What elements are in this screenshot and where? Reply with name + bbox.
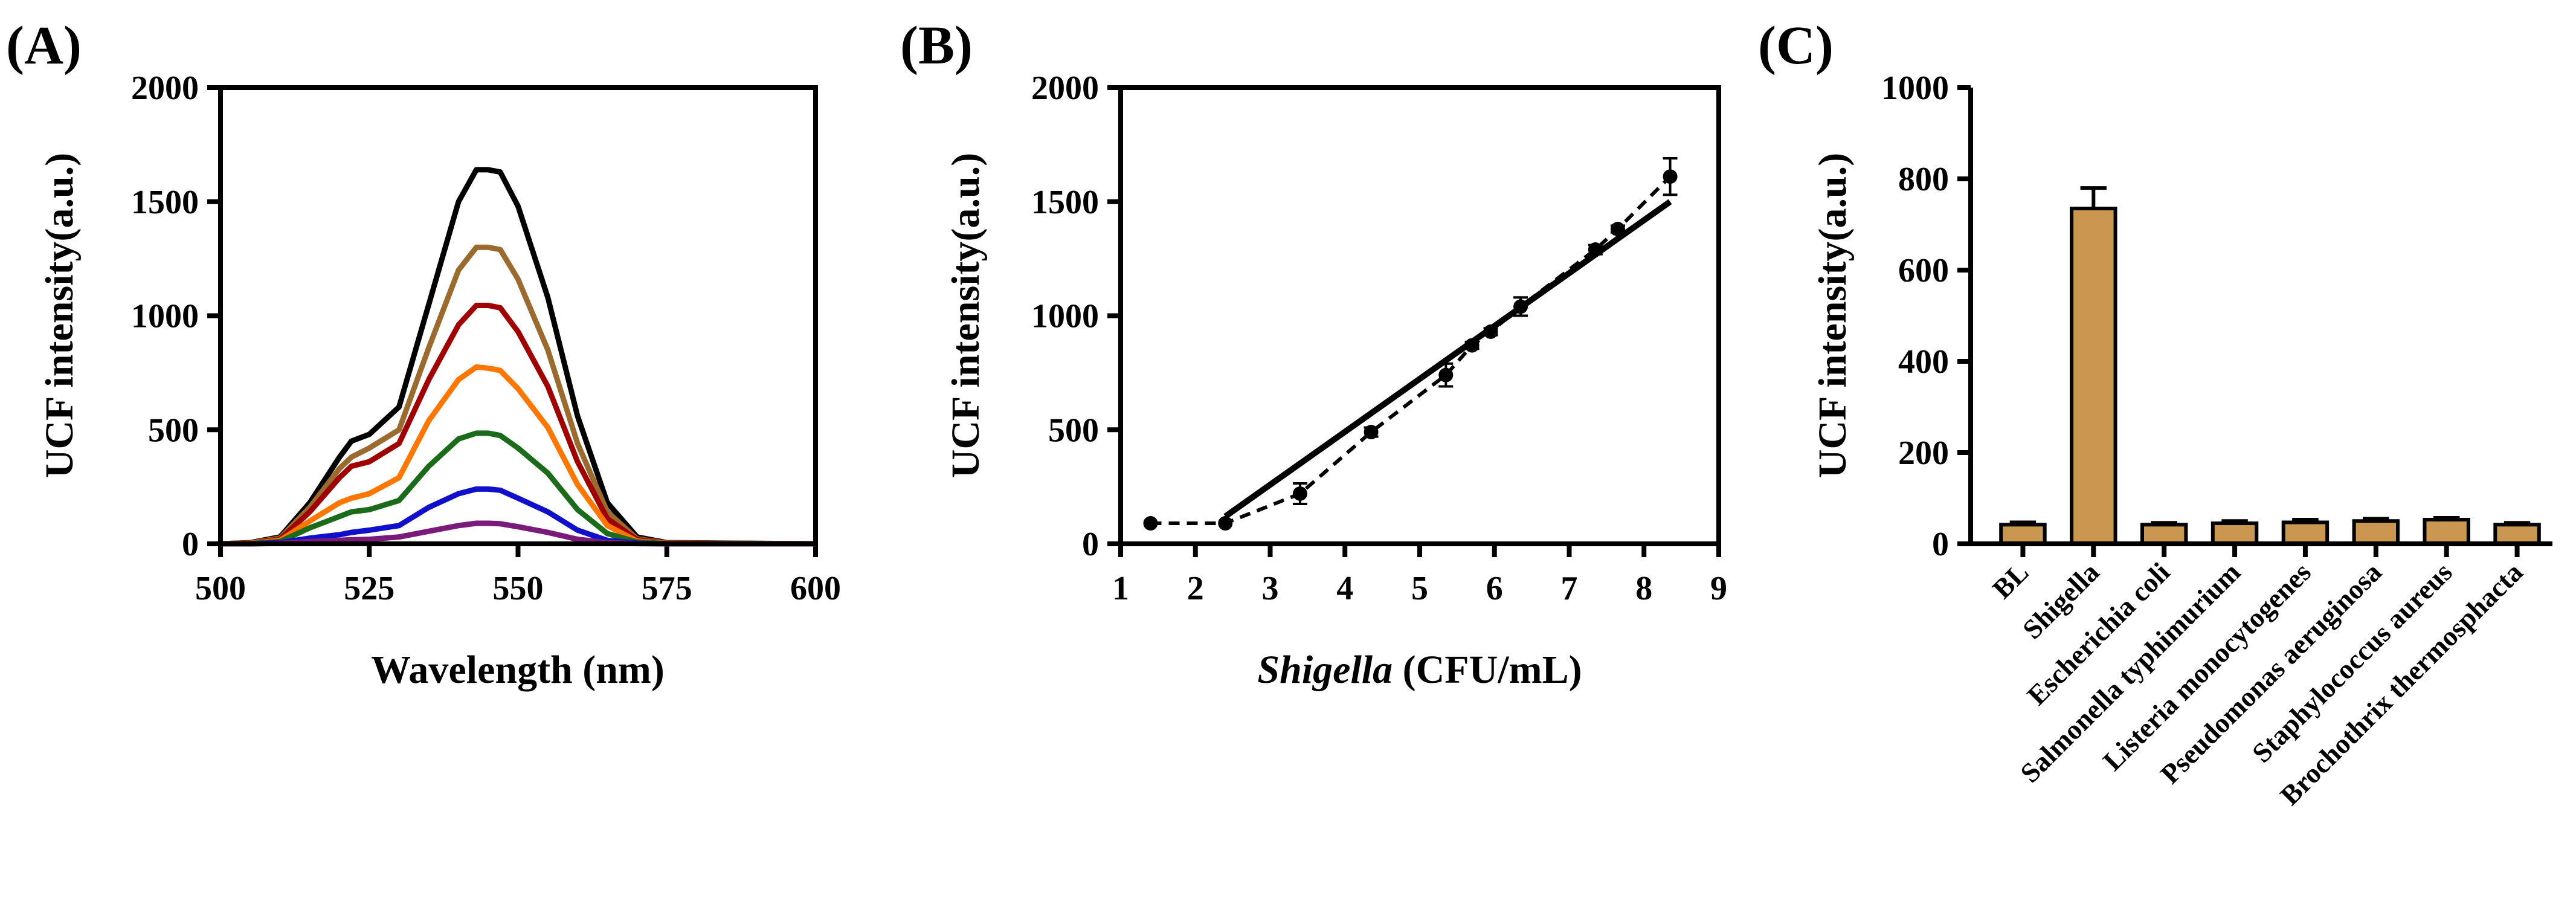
panel-b-label: (B) (900, 16, 973, 76)
bar (2423, 517, 2470, 546)
y-tick-label: 600 (1898, 252, 1949, 289)
panel-b-xlabel-rest: (CFU/mL) (1393, 648, 1582, 692)
y-tick-label: 0 (1932, 526, 1949, 563)
data-point (1464, 338, 1480, 353)
data-point (1663, 169, 1678, 184)
y-tick-label: 800 (1898, 161, 1949, 198)
fit-line (1223, 199, 1672, 519)
y-tick-label: 1000 (1881, 69, 1949, 107)
y-tick-label: 400 (1898, 343, 1949, 381)
panel-a-series (220, 167, 816, 547)
x-tick-label: 9 (1710, 570, 1727, 607)
panel-c-ylabel: UCF intensity(a.u.) (1811, 153, 1855, 478)
x-tick-label: 3 (1262, 570, 1279, 607)
category-label: BL (1986, 557, 2034, 604)
panel-b-marks (1143, 157, 1678, 531)
bar (2281, 520, 2330, 546)
panel-b-ticks: 1 2 3 4 5 6 7 8 9 0 500 1000 1500 2000 (1031, 69, 1727, 607)
series-line (220, 303, 816, 547)
data-point (1364, 425, 1379, 440)
bar (2352, 519, 2400, 546)
x-tick-label: 8 (1635, 570, 1652, 607)
panel-a: (A) 500 525 550 575 600 0 500 1000 1500 2000 Wave… (6, 16, 841, 692)
bar (1999, 523, 2047, 546)
x-tick-label: 4 (1336, 570, 1353, 607)
y-tick-label: 200 (1898, 434, 1949, 472)
x-tick-label: 2 (1187, 570, 1204, 607)
series-line (220, 167, 816, 547)
y-tick-label: 1000 (1031, 298, 1099, 335)
x-tick-label: 7 (1561, 570, 1578, 607)
panel-a-label: (A) (6, 16, 82, 76)
bar (2070, 207, 2117, 546)
data-point (1218, 516, 1233, 531)
y-tick-label: 2000 (1031, 69, 1099, 107)
data-point (1513, 299, 1528, 314)
y-tick-label: 1000 (131, 298, 199, 335)
y-tick-label: 2000 (131, 69, 199, 107)
panel-b-xlabel: Shigella (CFU/mL) (1257, 648, 1582, 692)
x-tick-label: 525 (344, 570, 394, 607)
data-point (1293, 486, 1307, 501)
series-line (220, 430, 816, 547)
x-tick-label: 1 (1112, 570, 1129, 607)
data-point (1438, 367, 1454, 382)
data-point (1483, 324, 1498, 339)
y-tick-label: 1500 (131, 184, 199, 221)
data-point (1143, 516, 1158, 531)
x-tick-label: 6 (1486, 570, 1503, 607)
panel-c-ticks: 0 200 400 600 800 1000 (1881, 69, 1971, 563)
panel-a-xlabel: Wavelength (nm) (371, 648, 665, 692)
y-tick-label: 0 (182, 526, 199, 563)
y-tick-label: 0 (1082, 526, 1099, 563)
x-tick-label: 500 (195, 570, 246, 607)
data-point (1588, 242, 1603, 257)
bar (2211, 521, 2259, 546)
panel-b: (B) 1 2 3 4 5 6 7 8 9 0 500 1000 1500 2000 Shigella (… (900, 16, 1727, 692)
y-tick-label: 500 (1048, 411, 1099, 449)
panel-a-ylabel: UCF intensity(a.u.) (37, 153, 82, 478)
bar (2493, 523, 2541, 546)
dashed-connector (1150, 175, 1672, 525)
x-tick-label: 575 (642, 570, 692, 607)
series-line (220, 364, 816, 547)
panel-b-xlabel-italic: Shigella (1257, 648, 1393, 692)
x-tick-label: 5 (1411, 570, 1428, 607)
y-tick-label: 1500 (1031, 184, 1099, 221)
bar (2140, 523, 2188, 546)
series-line (220, 244, 816, 547)
panel-a-frame (218, 85, 818, 546)
data-point (1610, 222, 1625, 237)
y-tick-label: 500 (148, 411, 199, 449)
x-tick-label: 550 (493, 570, 544, 607)
panel-b-frame (1118, 85, 1721, 546)
series-line (221, 486, 816, 547)
panel-c-label: (C) (1758, 16, 1834, 76)
x-tick-label: 600 (790, 570, 841, 607)
panel-b-ylabel: UCF intensity(a.u.) (944, 153, 988, 478)
panel-a-ticks: 500 525 550 575 600 0 500 1000 1500 2000 (131, 69, 841, 607)
panel-c: (C) 0 200 400 600 800 1000 BLShigellaEscheric… (1758, 16, 2552, 811)
